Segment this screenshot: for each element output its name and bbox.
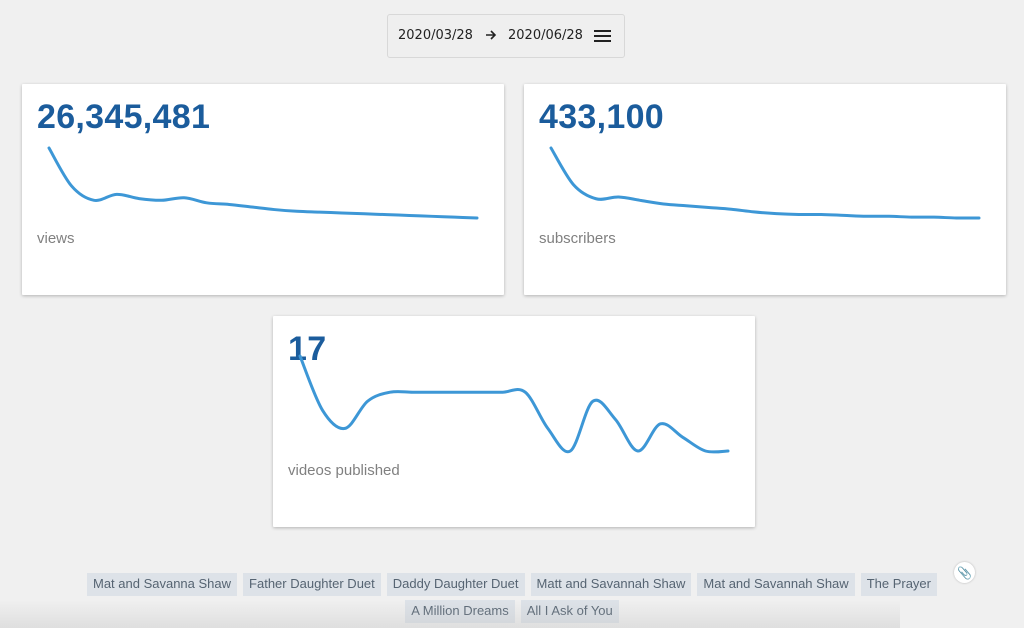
tag[interactable]: Mat and Savannah Shaw xyxy=(697,573,855,596)
views-sparkline-path xyxy=(47,146,479,220)
tag[interactable]: All I Ask of You xyxy=(520,600,619,623)
tag[interactable]: Matt and Savannah Shaw xyxy=(530,573,692,596)
views-value: 26,345,481 xyxy=(37,98,211,136)
tag[interactable]: The Prayer xyxy=(860,573,937,596)
subscribers-sparkline xyxy=(549,146,981,220)
videos-sparkline-path xyxy=(298,354,730,454)
views-card: 26,345,481 views xyxy=(22,84,504,295)
hamburger-menu-icon[interactable] xyxy=(594,28,612,44)
tag-list: Mat and Savanna Shaw Father Daughter Due… xyxy=(0,573,1024,623)
arrow-right-icon xyxy=(486,30,497,40)
views-label: views xyxy=(37,230,75,247)
end-date[interactable]: 2020/06/28 xyxy=(508,28,583,43)
date-range-picker[interactable]: 2020/03/28 2020/06/28 xyxy=(387,14,625,58)
videos-label: videos published xyxy=(288,462,400,479)
paperclip-icon[interactable]: 📎 xyxy=(954,562,975,583)
tag[interactable]: Mat and Savanna Shaw xyxy=(86,573,238,596)
videos-card: 17 videos published xyxy=(273,316,755,527)
tag[interactable]: Daddy Daughter Duet xyxy=(386,573,525,596)
tag[interactable]: Father Daughter Duet xyxy=(243,573,381,596)
start-date[interactable]: 2020/03/28 xyxy=(398,28,473,43)
views-sparkline xyxy=(47,146,479,220)
subscribers-sparkline-path xyxy=(549,146,981,220)
subscribers-card: 433,100 subscribers xyxy=(524,84,1006,295)
videos-value: 17 xyxy=(288,330,327,368)
subscribers-value: 433,100 xyxy=(539,98,665,136)
videos-sparkline xyxy=(298,354,730,454)
tag[interactable]: A Million Dreams xyxy=(405,600,515,623)
subscribers-label: subscribers xyxy=(539,230,616,247)
